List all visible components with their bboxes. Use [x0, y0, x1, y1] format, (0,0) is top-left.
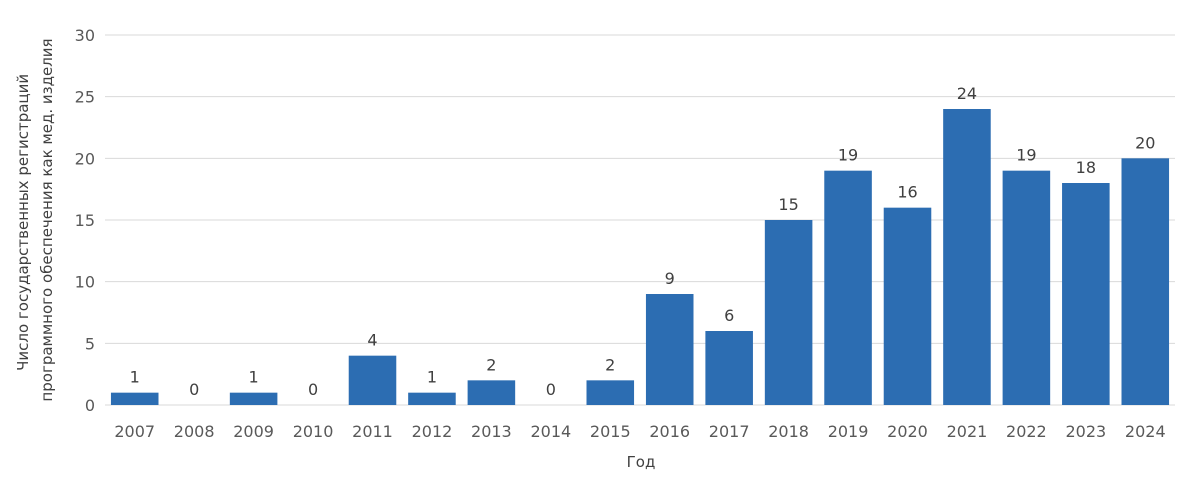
x-tick-label-2014: 2014 [530, 422, 571, 441]
gridlines [105, 34, 1175, 406]
bars [110, 109, 1170, 405]
x-tick-label-2016: 2016 [649, 422, 690, 441]
bar-2009 [229, 392, 278, 405]
x-tick-label-2022: 2022 [1006, 422, 1047, 441]
data-label-2019: 19 [838, 146, 858, 165]
data-label-2020: 16 [897, 183, 917, 202]
x-tick-label-2012: 2012 [412, 422, 453, 441]
x-tick-label-2018: 2018 [768, 422, 809, 441]
data-label-2010: 0 [308, 380, 318, 399]
y-axis-title-line-1: Число государственных регистраций [14, 74, 32, 371]
y-tick-label: 5 [85, 334, 95, 353]
y-tick-label: 25 [75, 88, 95, 107]
x-axis-ticks: 2007 2008 2009 2010 2011 2012 2013 2014 2015 2016… [114, 422, 1165, 441]
data-label-2016: 9 [665, 269, 675, 288]
data-label-2007: 1 [130, 368, 140, 387]
data-label-2015: 2 [605, 355, 615, 374]
x-tick-label-2007: 2007 [114, 422, 155, 441]
bar-2015 [586, 380, 635, 405]
x-tick-label-2019: 2019 [828, 422, 869, 441]
bar-2018 [764, 220, 813, 405]
bar-2022 [1002, 170, 1051, 405]
bar-2020 [883, 207, 932, 405]
y-axis-title-line-2: программного обеспечения как мед. издели… [38, 38, 56, 401]
x-tick-label-2023: 2023 [1065, 422, 1106, 441]
data-label-2024: 20 [1135, 133, 1155, 152]
data-label-2018: 15 [778, 195, 798, 214]
data-label-2022: 19 [1016, 146, 1036, 165]
bar-2023 [1062, 183, 1110, 405]
data-label-2021: 24 [957, 84, 977, 103]
x-tick-label-2013: 2013 [471, 422, 512, 441]
y-tick-label: 15 [75, 211, 95, 230]
bar-2019 [824, 170, 872, 405]
x-tick-label-2017: 2017 [709, 422, 750, 441]
y-tick-label: 10 [75, 273, 95, 292]
y-axis-title: Число государственных регистраций програ… [14, 38, 56, 401]
bar-2024 [1121, 158, 1170, 405]
x-axis-title: Год [627, 453, 656, 471]
data-label-2011: 4 [367, 331, 377, 350]
data-label-2009: 1 [249, 368, 259, 387]
data-label-2008: 0 [189, 380, 199, 399]
bar-2017 [705, 331, 753, 405]
y-axis-ticks: 0 5 10 15 20 25 30 [75, 26, 95, 415]
data-label-2013: 2 [486, 355, 496, 374]
x-tick-label-2009: 2009 [233, 422, 274, 441]
bar-2016 [645, 294, 694, 405]
bar-2011 [348, 355, 397, 405]
y-tick-label: 20 [75, 149, 95, 168]
x-tick-label-2024: 2024 [1125, 422, 1166, 441]
y-tick-label: 0 [85, 396, 95, 415]
data-label-2012: 1 [427, 368, 437, 387]
x-tick-label-2008: 2008 [174, 422, 215, 441]
data-label-2014: 0 [546, 380, 556, 399]
bar-2021 [943, 109, 991, 405]
x-tick-label-2011: 2011 [352, 422, 393, 441]
bar-2007 [110, 392, 159, 405]
x-tick-label-2021: 2021 [947, 422, 988, 441]
x-tick-label-2015: 2015 [590, 422, 631, 441]
x-tick-label-2010: 2010 [293, 422, 334, 441]
data-label-2017: 6 [724, 306, 734, 325]
data-label-2023: 18 [1076, 158, 1096, 177]
x-tick-label-2020: 2020 [887, 422, 928, 441]
bar-2013 [467, 380, 516, 405]
bar-2012 [408, 392, 456, 405]
y-tick-label: 30 [75, 26, 95, 45]
